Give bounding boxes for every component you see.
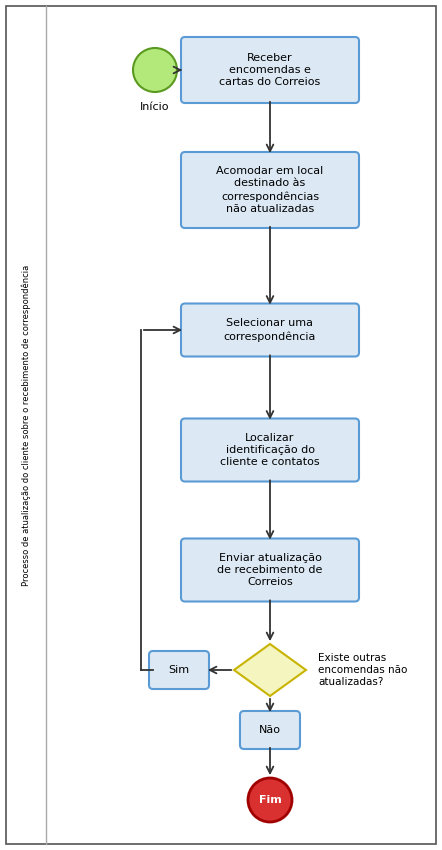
FancyBboxPatch shape bbox=[181, 152, 359, 228]
Text: Enviar atualização
de recebimento de
Correios: Enviar atualização de recebimento de Cor… bbox=[217, 552, 323, 587]
Text: Processo de atualização do cliente sobre o recebimento de correspondência: Processo de atualização do cliente sobre… bbox=[21, 264, 31, 586]
Circle shape bbox=[133, 48, 177, 92]
FancyBboxPatch shape bbox=[181, 539, 359, 602]
Circle shape bbox=[248, 778, 292, 822]
Text: Acomodar em local
destinado às
correspondências
não atualizadas: Acomodar em local destinado às correspon… bbox=[217, 166, 324, 214]
Text: Início: Início bbox=[140, 102, 170, 112]
Text: Não: Não bbox=[259, 725, 281, 735]
Polygon shape bbox=[234, 644, 306, 696]
FancyBboxPatch shape bbox=[240, 711, 300, 749]
FancyBboxPatch shape bbox=[6, 6, 436, 844]
Text: Receber
encomendas e
cartas do Correios: Receber encomendas e cartas do Correios bbox=[219, 53, 320, 88]
Text: Selecionar uma
correspondência: Selecionar uma correspondência bbox=[224, 319, 316, 342]
FancyBboxPatch shape bbox=[149, 651, 209, 689]
FancyBboxPatch shape bbox=[181, 418, 359, 481]
Text: Existe outras
encomendas não
atualizadas?: Existe outras encomendas não atualizadas… bbox=[318, 654, 408, 687]
Text: Sim: Sim bbox=[168, 665, 190, 675]
FancyBboxPatch shape bbox=[181, 37, 359, 103]
Text: Localizar
identificação do
cliente e contatos: Localizar identificação do cliente e con… bbox=[220, 433, 320, 468]
FancyBboxPatch shape bbox=[181, 303, 359, 356]
Text: Fim: Fim bbox=[259, 795, 282, 805]
